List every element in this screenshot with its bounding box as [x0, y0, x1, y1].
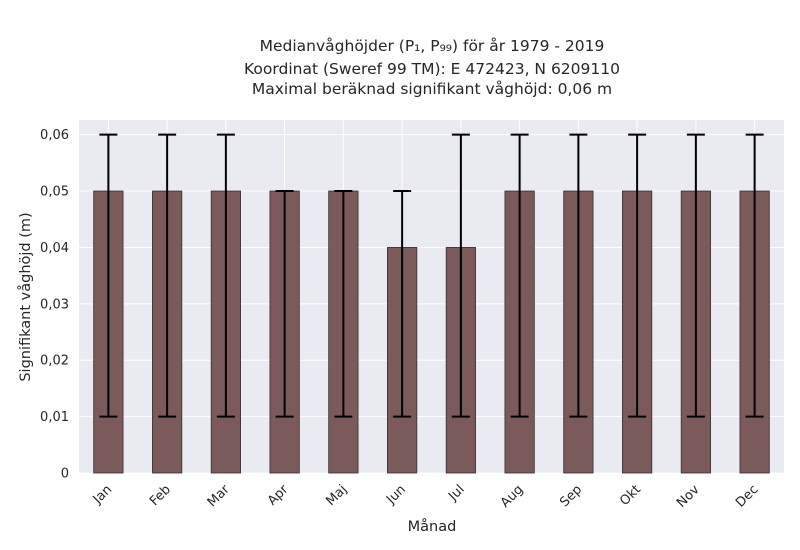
errorbar-dec	[745, 133, 764, 418]
x-tick-label-mar: Mar	[205, 482, 233, 510]
y-tick-labels: 0 0,01 0,02 0,03 0,04 0,05 0,06	[40, 128, 69, 481]
x-tick-label-jul: Jul	[445, 482, 467, 504]
errorbar-mar	[216, 133, 235, 418]
errorbar-sep	[569, 133, 588, 418]
x-tick-label-nov: Nov	[674, 482, 703, 511]
errorbar-okt	[628, 133, 647, 418]
x-tick-labels: Jan Feb Mar Apr Maj Jun Jul Aug Sep Okt Nov Dec	[90, 482, 762, 511]
y-tick-label: 0,06	[40, 128, 69, 143]
title-line-3: Maximal beräknad signifikant våghöjd: 0,…	[252, 80, 612, 98]
errorbar-nov	[686, 133, 705, 418]
chart-title: Medianvåghöjder (P₁, P₉₉) för år 1979 - …	[244, 37, 620, 98]
errorbar-jan	[99, 133, 118, 418]
errorbar-aug	[510, 133, 529, 418]
x-tick-label-dec: Dec	[733, 482, 761, 510]
y-tick-label: 0	[61, 467, 69, 482]
title-line-2: Koordinat (Sweref 99 TM): E 472423, N 62…	[244, 60, 620, 78]
error-bars	[99, 133, 764, 418]
errorbar-apr	[275, 190, 294, 418]
y-tick-label: 0,03	[40, 297, 69, 312]
errorbar-feb	[158, 133, 177, 418]
x-tick-label-jan: Jan	[90, 482, 115, 507]
title-line-1: Medianvåghöjder (P₁, P₉₉) för år 1979 - …	[260, 37, 605, 55]
x-tick-label-feb: Feb	[147, 482, 174, 509]
x-tick-label-aug: Aug	[498, 482, 527, 511]
y-tick-label: 0,05	[40, 185, 69, 200]
x-tick-label-apr: Apr	[265, 482, 292, 509]
errorbar-maj	[334, 190, 353, 418]
x-tick-label-maj: Maj	[323, 482, 350, 509]
x-tick-label-sep: Sep	[557, 482, 585, 510]
y-tick-label: 0,02	[40, 354, 69, 369]
x-axis-label: Månad	[408, 518, 457, 535]
y-tick-label: 0,04	[40, 241, 69, 256]
y-axis-label: Signifikant våghöjd (m)	[17, 212, 34, 381]
plot-area	[79, 120, 784, 473]
x-tick-label-okt: Okt	[617, 482, 644, 509]
y-tick-label: 0,01	[40, 410, 69, 425]
errorbar-jun	[393, 190, 412, 418]
x-tick-label-jun: Jun	[383, 482, 409, 508]
errorbar-jul	[451, 133, 470, 418]
